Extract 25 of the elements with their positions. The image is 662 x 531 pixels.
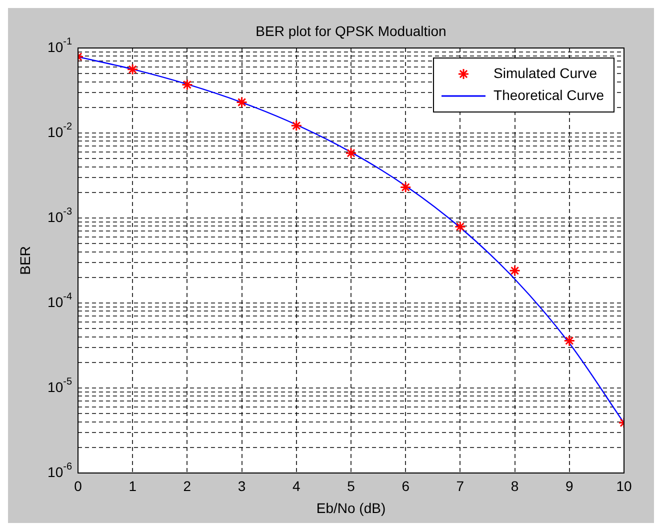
y-axis-title: BER	[16, 246, 33, 275]
x-tick-label: 8	[510, 478, 519, 494]
x-tick-label: 6	[402, 478, 410, 494]
x-tick-label: 0	[74, 478, 82, 494]
point	[564, 334, 576, 346]
point	[400, 182, 412, 194]
x-tick-label: 1	[128, 478, 137, 494]
point	[290, 120, 302, 132]
legend-label: Simulated Curve	[494, 64, 598, 81]
legend-label: Theoretical Curve	[494, 86, 604, 103]
x-tick-label: 4	[292, 478, 301, 494]
point	[236, 96, 248, 108]
point	[509, 264, 521, 276]
point	[345, 147, 357, 159]
x-tick-label: 9	[566, 478, 574, 494]
x-axis-title: Eb/No (dB)	[316, 500, 386, 516]
point	[181, 78, 193, 90]
point	[454, 220, 466, 232]
point	[126, 64, 138, 76]
chart-title: BER plot for QPSK Modualtion	[256, 22, 446, 39]
x-tick-label: 2	[183, 478, 192, 494]
x-tick-label: 3	[238, 478, 246, 494]
x-tick-label: 10	[616, 478, 632, 494]
x-tick-label: 5	[347, 478, 356, 494]
x-tick-label: 7	[456, 478, 464, 494]
